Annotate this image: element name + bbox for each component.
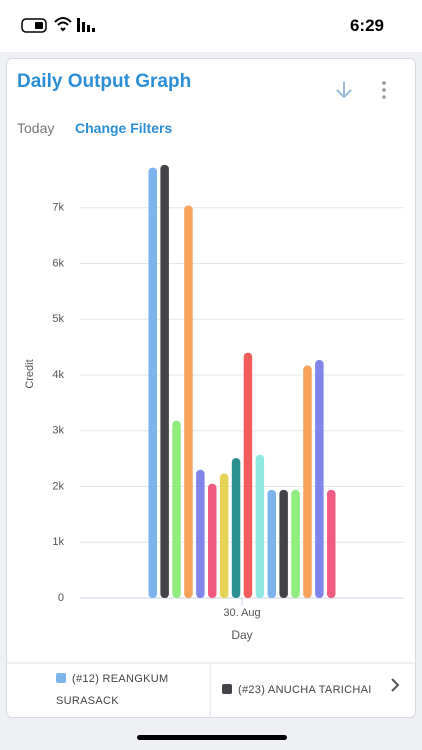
bar — [243, 352, 253, 598]
legend-swatch — [56, 673, 66, 683]
bar — [291, 489, 300, 598]
legend-label: (#12) REANGKUM SURASACK — [56, 673, 169, 707]
legend-item[interactable]: (#12) REANGKUM SURASACK — [56, 668, 206, 712]
chart: Credit Day 0 1k 2k 3k 4k 5k 6k 7k 30. Aug — [6, 81, 416, 718]
bar — [327, 489, 336, 598]
menu-button[interactable] — [382, 81, 386, 99]
status-bar: 6:29 — [0, 0, 422, 52]
bar — [172, 420, 181, 598]
bar — [267, 489, 276, 598]
y-tick-label: 5k — [52, 313, 64, 325]
y-tick-label: 6k — [52, 257, 64, 269]
battery — [21, 18, 47, 33]
card — [6, 58, 416, 718]
bar — [279, 489, 288, 598]
bar — [196, 469, 205, 598]
y-axis-label: Credit — [24, 359, 36, 388]
y-tick-label: 7k — [52, 202, 64, 214]
y-tick-label: 4k — [52, 369, 64, 381]
bar — [255, 454, 265, 598]
status-icons — [21, 17, 95, 33]
home-indicator — [137, 735, 287, 740]
legend-item[interactable]: (#23) ANUCHA TARICHAI — [222, 679, 392, 701]
bar — [303, 365, 312, 598]
signal — [77, 18, 80, 32]
wifi — [54, 17, 72, 32]
legend-next[interactable] — [391, 678, 400, 692]
bar — [184, 205, 193, 598]
bar — [315, 359, 324, 598]
legend-label: (#23) ANUCHA TARICHAI — [238, 684, 372, 696]
signal — [82, 22, 85, 32]
bar — [160, 164, 169, 598]
tab[interactable]: Today — [17, 120, 55, 136]
page-title: Daily Output Graph — [17, 71, 192, 92]
bar — [208, 483, 217, 598]
y-tick-label: 1k — [52, 536, 64, 548]
tab[interactable]: Change Filters — [75, 120, 173, 136]
battery-level — [35, 22, 43, 29]
bar — [148, 167, 157, 599]
y-tick-label: 0 — [58, 592, 64, 604]
y-tick-label: 3k — [52, 425, 64, 437]
clock: 6:29 — [349, 16, 384, 35]
x-axis-label: Day — [231, 628, 252, 642]
signal — [92, 28, 95, 32]
x-tick-label: 30. Aug — [223, 607, 260, 619]
download-button[interactable] — [336, 82, 352, 99]
y-tick-label: 2k — [52, 480, 64, 492]
bar — [231, 458, 241, 598]
legend-swatch — [222, 684, 232, 694]
bar — [219, 473, 229, 598]
signal — [87, 25, 90, 32]
